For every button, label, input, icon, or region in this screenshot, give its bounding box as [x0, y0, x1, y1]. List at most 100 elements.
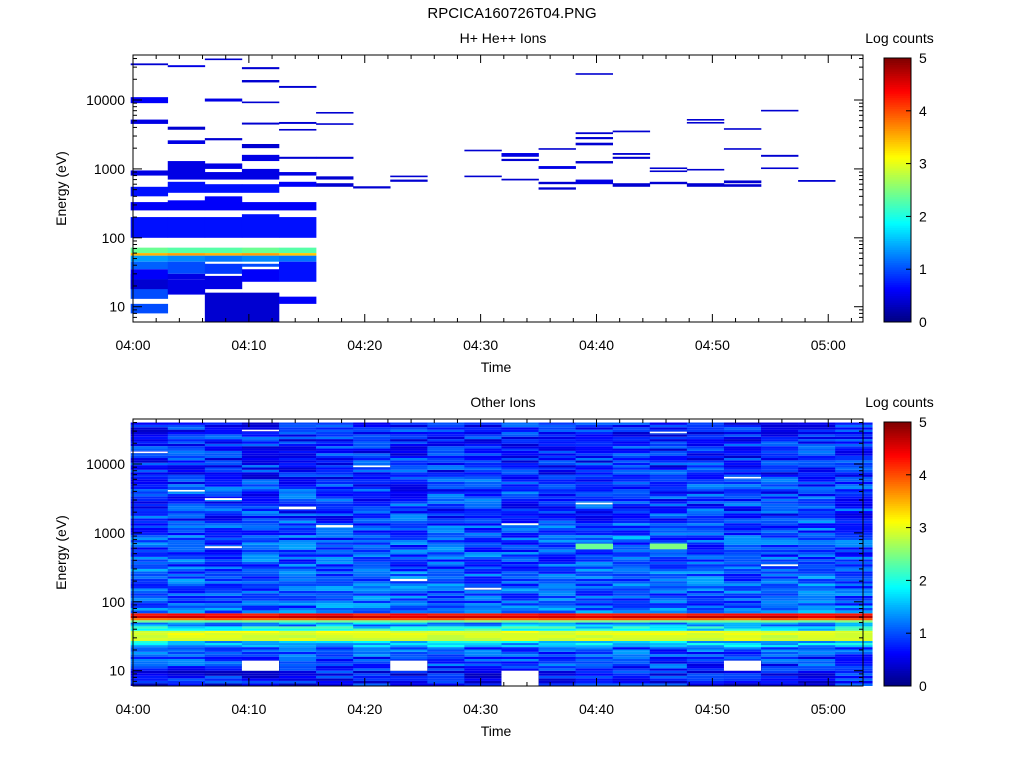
- heatmap-cell: [686, 121, 725, 124]
- heatmap-cell: [353, 581, 391, 584]
- heatmap-cell: [501, 498, 539, 502]
- heatmap-cell: [686, 554, 725, 557]
- heatmap-cell: [316, 520, 354, 524]
- heatmap-cell: [241, 643, 280, 646]
- heatmap-cell: [241, 515, 280, 519]
- heatmap-gap: [204, 498, 242, 501]
- heatmap-cell: [241, 530, 280, 533]
- heatmap-cell: [686, 663, 725, 667]
- heatmap-cell: [538, 498, 576, 502]
- heatmap-cell: [316, 443, 354, 447]
- heatmap-cell: [538, 446, 576, 449]
- heatmap-cell: [612, 441, 651, 444]
- heatmap-cell: [835, 544, 873, 548]
- heatmap-cell: [835, 658, 873, 662]
- heatmap-cell: [835, 540, 873, 543]
- heatmap-cell: [612, 436, 651, 440]
- heatmap-cell: [241, 427, 280, 430]
- heatmap-cell: [241, 588, 280, 591]
- heatmap-cell: [501, 528, 539, 531]
- heatmap-cell: [464, 532, 502, 536]
- heatmap-cell: [279, 462, 317, 466]
- heatmap-cell: [723, 598, 762, 601]
- colorbar-step: [884, 681, 911, 685]
- heatmap-cell: [167, 670, 206, 674]
- heatmap-cell: [575, 561, 614, 565]
- heatmap-cell: [686, 630, 725, 633]
- heatmap-cell: [798, 588, 836, 591]
- heatmap-cell: [279, 632, 317, 635]
- heatmap-cell: [686, 530, 725, 533]
- heatmap-cell: [723, 448, 762, 451]
- heatmap-cell: [686, 549, 725, 553]
- heatmap-cell: [279, 673, 317, 676]
- heatmap-cell: [612, 668, 651, 671]
- colorbar-tick-label: 1: [919, 261, 927, 277]
- heatmap-cell: [649, 481, 688, 485]
- heatmap-cell: [501, 654, 539, 657]
- heatmap-cell: [835, 476, 873, 480]
- heatmap-cell: [427, 556, 465, 560]
- colorbar-step: [884, 664, 911, 667]
- heatmap-cell: [612, 620, 651, 623]
- colorbar-step: [884, 452, 911, 456]
- heatmap-cell: [167, 666, 206, 669]
- heatmap-cell: [538, 540, 576, 543]
- heatmap-cell: [167, 598, 206, 601]
- heatmap-cell: [130, 649, 169, 652]
- heatmap-cell: [798, 479, 836, 482]
- heatmap-cell: [204, 645, 243, 648]
- heatmap-cell: [538, 469, 576, 473]
- heatmap-cell: [761, 651, 799, 655]
- heatmap-cell: [279, 481, 317, 485]
- heatmap-cell: [501, 605, 539, 608]
- heatmap-cell: [241, 465, 280, 468]
- heatmap-cell: [761, 673, 799, 676]
- heatmap-cell: [390, 422, 428, 425]
- heatmap-cell: [501, 666, 539, 669]
- heatmap-cell: [427, 474, 465, 477]
- heatmap-cell: [612, 651, 651, 655]
- heatmap-cell: [501, 453, 539, 456]
- heatmap-cell: [279, 128, 317, 131]
- heatmap-cell: [130, 603, 169, 606]
- heatmap-cell: [501, 618, 539, 621]
- heatmap-cell: [649, 167, 688, 170]
- heatmap-cell: [204, 462, 243, 466]
- heatmap-cell: [353, 528, 391, 531]
- heatmap-cell: [390, 450, 428, 454]
- heatmap-cell: [204, 581, 243, 584]
- heatmap-cell: [464, 637, 502, 641]
- heatmap-cell: [464, 673, 502, 676]
- heatmap-cell: [204, 479, 243, 482]
- heatmap-cell: [835, 595, 873, 599]
- heatmap-cell: [649, 571, 688, 574]
- heatmap-cell: [167, 673, 206, 676]
- heatmap-cell: [427, 618, 465, 621]
- heatmap-cell: [390, 506, 428, 509]
- heatmap-cell: [612, 683, 651, 686]
- heatmap-cell: [649, 578, 688, 582]
- heatmap-cell: [723, 654, 762, 657]
- heatmap-cell: [723, 540, 762, 543]
- heatmap-cell: [575, 501, 614, 504]
- heatmap-gap: [316, 525, 354, 528]
- heatmap-cell: [798, 434, 836, 437]
- heatmap-cell: [761, 634, 799, 638]
- heatmap-cell: [723, 453, 762, 456]
- heatmap-cell: [204, 429, 243, 432]
- heatmap-cell: [501, 651, 539, 655]
- heatmap-cell: [130, 683, 169, 686]
- heatmap-cell: [612, 544, 651, 548]
- heatmap-cell: [761, 640, 799, 644]
- heatmap-cell: [686, 552, 725, 555]
- heatmap-cell: [649, 605, 688, 608]
- heatmap-cell: [612, 649, 651, 652]
- heatmap-cell: [241, 518, 280, 521]
- heatmap-cell: [464, 576, 502, 579]
- heatmap-cell: [316, 472, 354, 475]
- heatmap-cell: [279, 607, 317, 611]
- heatmap-cell: [761, 645, 799, 648]
- heatmap-cell: [279, 511, 317, 514]
- heatmap-cell: [427, 455, 465, 459]
